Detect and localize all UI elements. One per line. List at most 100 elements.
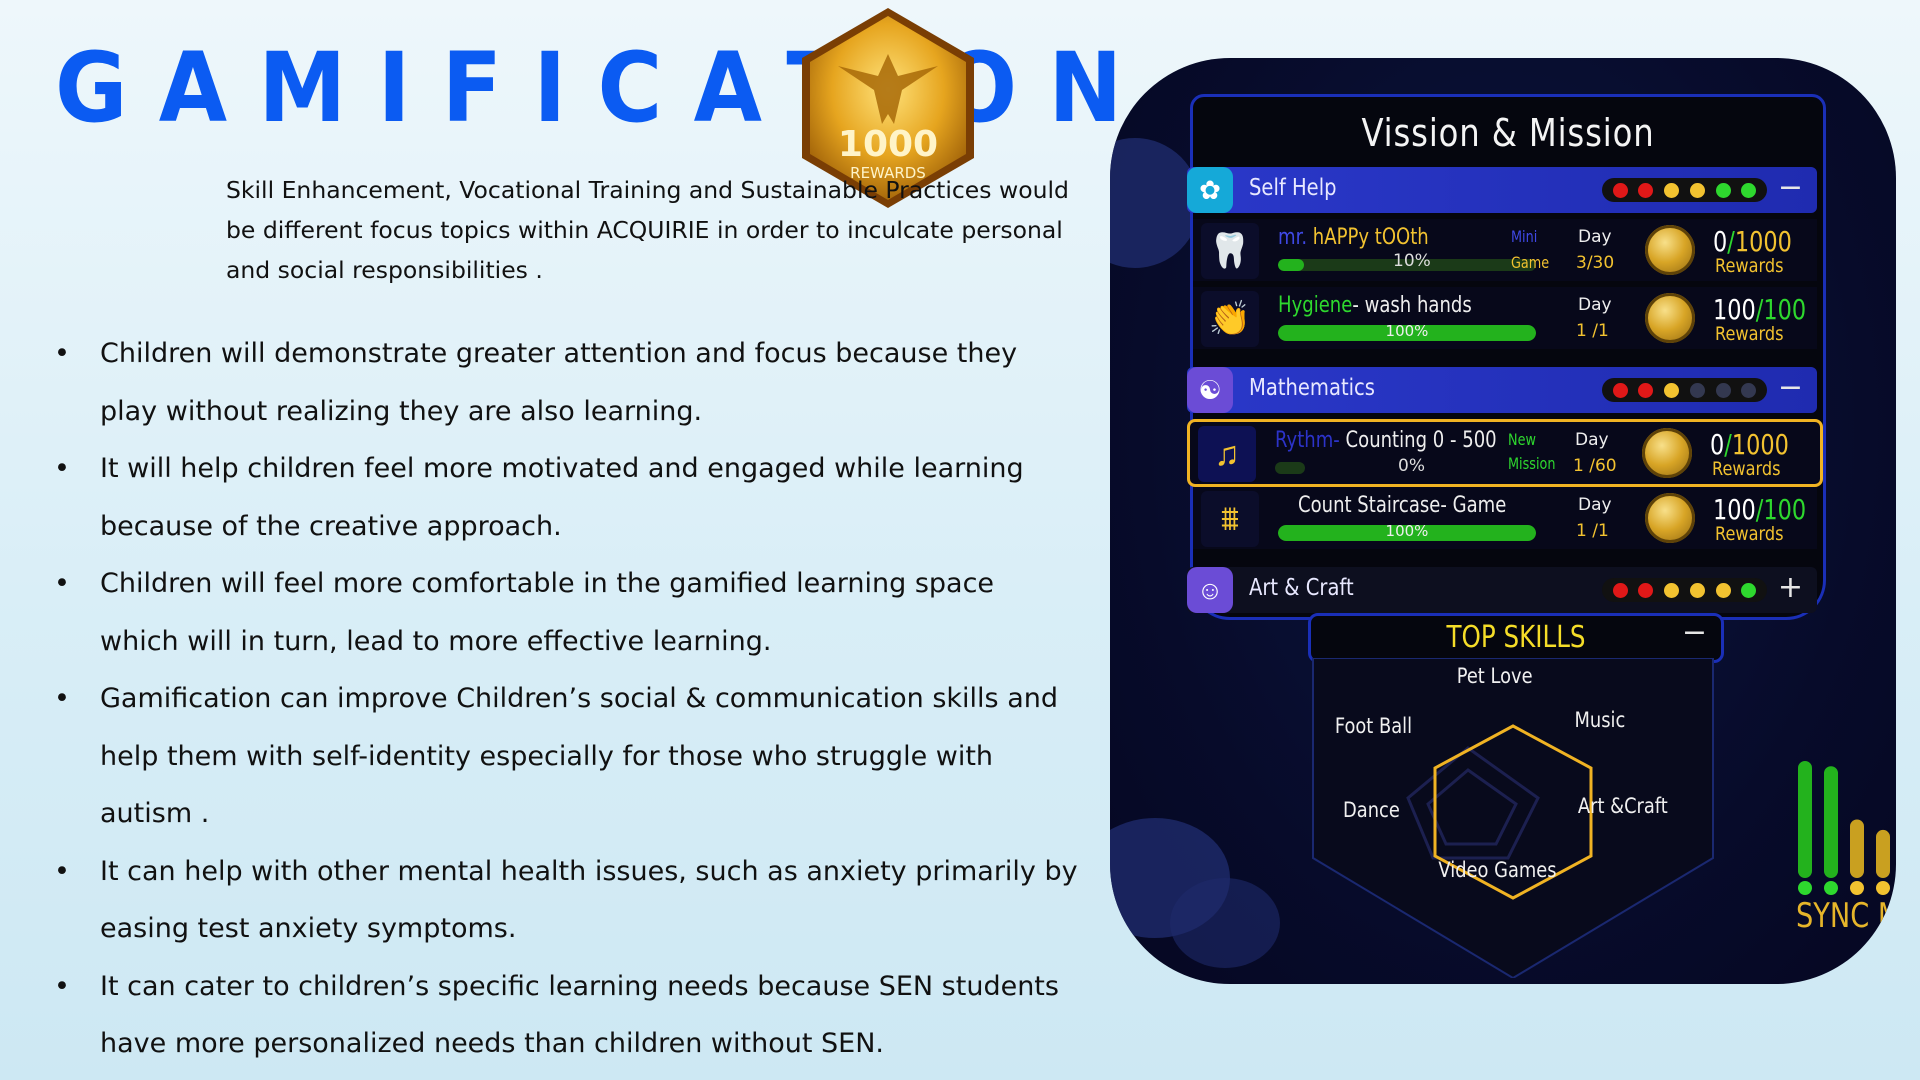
progress-leds <box>1602 578 1767 602</box>
coin-icon <box>1645 493 1695 543</box>
app-screen: Vission & Mission ✿ Self Help − 🦷 mr. hA… <box>1110 58 1896 984</box>
progress-text: 100% <box>1385 325 1429 340</box>
progress-leds <box>1602 178 1767 202</box>
day-value: 1 /60 <box>1573 456 1617 476</box>
led <box>1638 382 1654 398</box>
progress-bar <box>1278 259 1536 271</box>
list-item: • It can cater to children’s specific lea… <box>48 958 1078 1073</box>
mission-panel: Vission & Mission ✿ Self Help − 🦷 mr. hA… <box>1187 94 1826 620</box>
progress-fill <box>1278 525 1536 541</box>
list-item: • It can help with other mental health is… <box>48 843 1078 958</box>
day-value: 1 /1 <box>1576 321 1609 341</box>
rewards-badge: 1000 REWARDS <box>802 8 974 208</box>
skill-label: Music <box>1574 708 1626 732</box>
skill-label: Foot Ball <box>1334 714 1413 738</box>
led <box>1612 382 1628 398</box>
expand-button[interactable]: + <box>1777 570 1803 605</box>
category-label: Art & Craft <box>1249 575 1354 601</box>
brain-icon: ☯ <box>1187 367 1233 413</box>
sync-led <box>1876 881 1890 895</box>
tooth-icon: 🦷 <box>1201 223 1259 279</box>
progress-bar <box>1275 462 1305 474</box>
badge-number: 1000 <box>838 124 938 165</box>
reward-count: 0/1000 <box>1713 225 1792 258</box>
bullet-text: Gamification can improve Children’s soci… <box>100 683 1058 829</box>
day-label: Day <box>1578 295 1612 315</box>
led <box>1638 182 1654 198</box>
bullet-icon: • <box>54 855 70 887</box>
day-label: Day <box>1575 430 1609 450</box>
mission-row-staircase[interactable]: ⩩ Count Staircase- Game 100% Day 1 /1 10… <box>1193 487 1817 549</box>
skill-label: Dance <box>1343 798 1400 822</box>
day-label: Day <box>1578 495 1612 515</box>
bullet-text: It will help children feel more motivate… <box>100 453 1024 542</box>
led <box>1664 182 1680 198</box>
sync-bar <box>1798 761 1812 878</box>
top-skills-radar: Pet Love Music Art &Craft Video Games Da… <box>1308 657 1718 980</box>
list-item: • Children will feel more comfortable in … <box>48 555 1078 670</box>
bullet-text: It can cater to children’s specific lear… <box>100 970 1059 1060</box>
coin-icon <box>1645 225 1695 275</box>
progress-text: 10% <box>1393 251 1431 271</box>
led <box>1689 382 1705 398</box>
mission-name: Hygiene- wash hands <box>1278 293 1472 318</box>
led <box>1689 582 1705 598</box>
skill-label: Video Games <box>1438 858 1557 882</box>
reward-label: Rewards <box>1715 523 1784 545</box>
bullet-text: Children will demonstrate greater attent… <box>100 338 1018 427</box>
bullet-text: Children will feel more comfortable in t… <box>100 568 995 657</box>
staircase-icon: ⩩ <box>1201 491 1259 547</box>
self-help-icon: ✿ <box>1187 167 1233 213</box>
reward-label: Rewards <box>1712 458 1781 480</box>
progress-fill <box>1278 325 1536 341</box>
bullet-icon: • <box>54 970 70 1002</box>
category-mathematics[interactable]: ☯ Mathematics − <box>1187 367 1817 413</box>
skill-label: Pet Love <box>1456 664 1533 688</box>
led <box>1612 182 1628 198</box>
mission-row-hygiene[interactable]: 👏 Hygiene- wash hands 100% Day 1 /1 100/… <box>1193 287 1817 349</box>
category-label: Self Help <box>1249 175 1337 201</box>
bullet-icon: • <box>54 338 70 369</box>
progress-fill <box>1278 259 1304 271</box>
top-skills-header: TOP SKILLS − <box>1308 613 1724 663</box>
progress-leds <box>1602 378 1767 402</box>
category-art-craft[interactable]: ☺ Art & Craft + <box>1187 567 1817 613</box>
led <box>1715 182 1731 198</box>
eagle-icon <box>838 54 938 124</box>
bullet-icon: • <box>54 453 70 484</box>
music-note-icon: ♫ <box>1198 426 1256 482</box>
sync-led <box>1824 881 1838 895</box>
collapse-button[interactable]: − <box>1777 170 1803 205</box>
category-self-help[interactable]: ✿ Self Help − <box>1187 167 1817 213</box>
led <box>1612 582 1628 598</box>
led <box>1689 182 1705 198</box>
sync-led <box>1798 881 1812 895</box>
reward-label: Rewards <box>1715 255 1784 277</box>
cloud-decoration <box>1170 878 1280 968</box>
sync-bar <box>1824 766 1838 878</box>
sync-bar <box>1876 829 1890 878</box>
led <box>1741 582 1757 598</box>
artist-icon: ☺ <box>1187 567 1233 613</box>
day-label: Day <box>1578 227 1612 247</box>
led <box>1638 582 1654 598</box>
sync-led <box>1850 881 1864 895</box>
bullet-icon: • <box>54 568 70 599</box>
mission-tag: Game <box>1511 253 1550 272</box>
collapse-button[interactable]: − <box>1777 370 1803 405</box>
mission-tag: Mini <box>1511 227 1538 246</box>
bullet-text: It can help with other mental health iss… <box>100 855 1078 945</box>
coin-icon <box>1645 293 1695 343</box>
led <box>1715 582 1731 598</box>
collapse-button[interactable]: − <box>1681 615 1707 650</box>
mission-row-counting[interactable]: ♫ Rythm- Counting 0 - 500 0% New Mission… <box>1187 419 1823 487</box>
progress-bar: 100% <box>1278 325 1536 341</box>
sync-meter <box>1798 761 1890 895</box>
mission-name: Rythm- Counting 0 - 500 <box>1275 428 1497 453</box>
led <box>1741 382 1757 398</box>
mission-row-happy-tooth[interactable]: 🦷 mr. hAPPy tOOth 10% Mini Game Day 3/30… <box>1193 219 1817 281</box>
coin-icon <box>1642 428 1692 478</box>
reward-count: 100/100 <box>1713 293 1807 326</box>
panel-title: Vission & Mission <box>1361 111 1655 155</box>
reward-count: 0/1000 <box>1710 428 1789 461</box>
